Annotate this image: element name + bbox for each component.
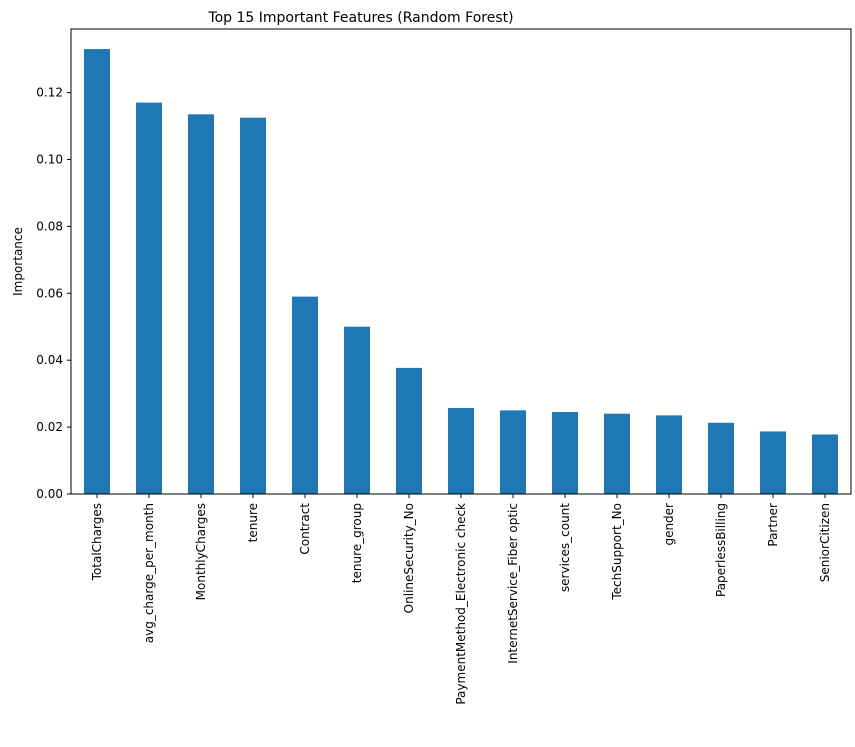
y-tick-label: 0.12 (36, 86, 63, 100)
y-tick-label: 0.04 (36, 353, 63, 367)
y-tick-label: 0.06 (36, 286, 63, 300)
bar-services-count (552, 412, 578, 494)
bar-partner (760, 431, 786, 494)
y-tick-label: 0.02 (36, 420, 63, 434)
bar-onlinesecurity-no (396, 367, 422, 494)
x-tick-label: PaperlessBilling (714, 503, 728, 597)
x-axis: TotalCharges avg_charge_per_month MonthlyC… (90, 494, 832, 705)
bar-paperlessbilling (708, 422, 734, 494)
y-tick-label: 0.00 (36, 487, 63, 501)
bar-avg-charge-per-month (136, 102, 162, 495)
y-axis: 0.00 0.02 0.04 0.06 0.08 0.10 0.12 (36, 86, 71, 501)
bar-paymentmethod-electronic-check (448, 408, 474, 494)
x-tick-label: PaymentMethod_Electronic check (454, 503, 468, 705)
x-tick-label: gender (662, 503, 676, 546)
bar-gender (656, 415, 682, 494)
bar-seniorcitizen (812, 434, 838, 494)
bars-group (84, 49, 838, 495)
y-axis-label: Importance (11, 227, 25, 296)
bar-monthlycharges (188, 114, 214, 494)
bar-tenure-group (344, 326, 370, 494)
x-tick-label: InternetService_Fiber optic (506, 503, 520, 664)
x-tick-label: OnlineSecurity_No (402, 503, 416, 613)
x-tick-label: TotalCharges (90, 503, 104, 581)
y-tick-label: 0.10 (36, 152, 63, 166)
bar-contract (292, 296, 318, 494)
bar-tenure (240, 117, 266, 495)
plot-frame (70, 28, 852, 495)
bar-internetservice-fiber-optic (500, 410, 526, 494)
x-tick-label: MonthlyCharges (194, 503, 208, 600)
x-tick-label: tenure_group (350, 503, 364, 583)
x-tick-label: Partner (766, 503, 780, 547)
x-tick-label: SeniorCitizen (818, 503, 832, 582)
x-tick-label: Contract (298, 503, 312, 555)
x-tick-label: tenure (246, 503, 260, 542)
chart-title: Top 15 Important Features (Random Forest… (207, 10, 513, 26)
x-tick-label: TechSupport_No (610, 503, 624, 601)
x-tick-label: services_count (558, 503, 572, 592)
y-tick-label: 0.08 (36, 219, 63, 233)
x-tick-label: avg_charge_per_month (142, 503, 156, 643)
bar-techsupport-no (604, 413, 630, 494)
bar-totalcharges (84, 49, 110, 495)
